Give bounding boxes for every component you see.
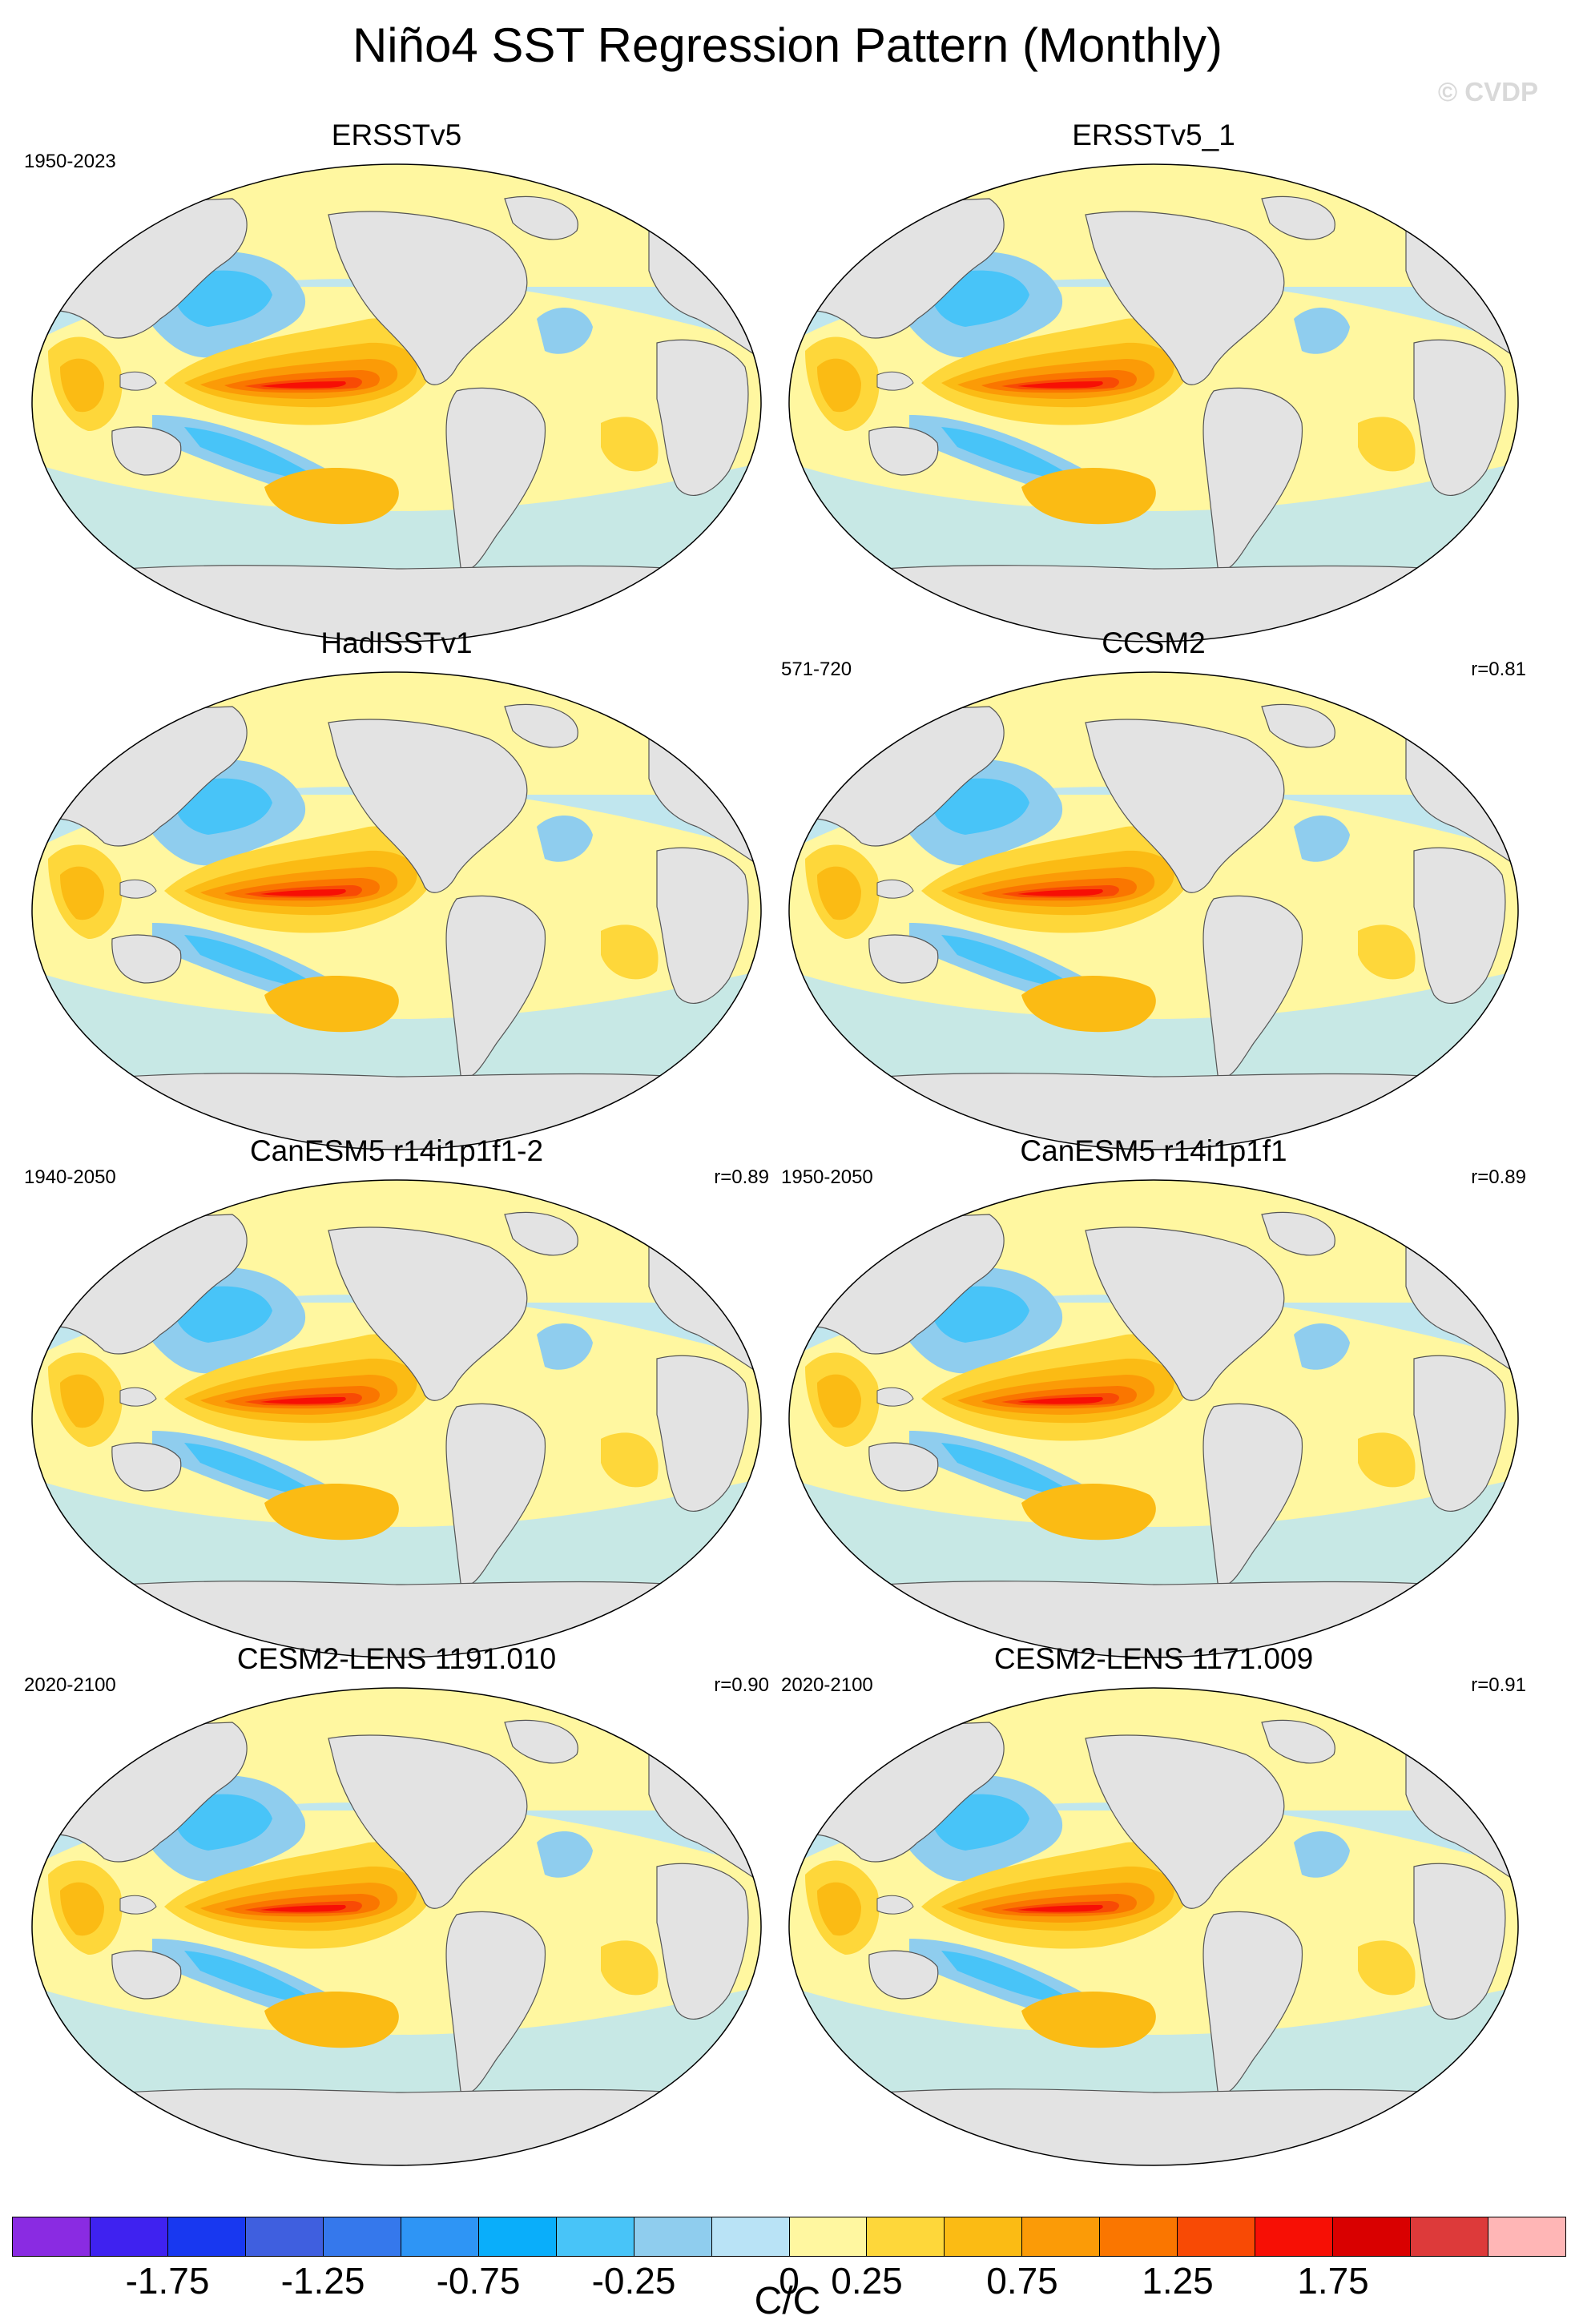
panel-correlation-label: r=0.81 — [1471, 659, 1526, 680]
panel-correlation-label: r=0.90 — [714, 1674, 769, 1696]
globe-outline — [31, 163, 762, 642]
globe-outline — [788, 671, 1519, 1150]
regression-map — [31, 163, 762, 642]
regression-map — [31, 1179, 762, 1658]
panel-correlation-label: r=0.89 — [1471, 1166, 1526, 1188]
colorbar-swatch — [13, 2217, 91, 2256]
panel-correlation-label: r=0.91 — [1471, 1674, 1526, 1696]
colorbar-swatch — [90, 2217, 168, 2256]
colorbar-tick-label: 0.75 — [986, 2260, 1058, 2302]
panel-correlation-label: r=0.89 — [714, 1166, 769, 1188]
regression-map — [31, 671, 762, 1150]
panel-period-label: 2020-2100 — [24, 1674, 116, 1696]
figure-title: Niño4 SST Regression Pattern (Monthly) — [352, 18, 1223, 72]
colorbar-swatch — [401, 2217, 479, 2256]
panel-title: ERSSTv5 — [331, 119, 462, 151]
colorbar — [12, 2217, 1566, 2257]
panel-title: CanESM5 r14i1p1f1 — [1020, 1134, 1287, 1167]
globe-outline — [31, 1179, 762, 1658]
globe-outline — [31, 1687, 762, 2166]
panel-period-label: 2020-2100 — [781, 1674, 873, 1696]
colorbar-tick-label: -1.75 — [125, 2260, 210, 2302]
globe-outline — [31, 671, 762, 1150]
colorbar-tick-label: 0.25 — [831, 2260, 903, 2302]
colorbar-swatch — [1100, 2217, 1178, 2256]
copyright-watermark: © CVDP — [1437, 77, 1538, 107]
panel-title: CESM2-LENS 1191.010 — [236, 1642, 557, 1675]
regression-map — [788, 1687, 1519, 2166]
colorbar-swatch — [945, 2217, 1023, 2256]
panel-period-label: 1950-2050 — [781, 1166, 873, 1188]
colorbar-tick-label: 1.25 — [1142, 2260, 1214, 2302]
colorbar-tick-label: -0.75 — [436, 2260, 521, 2302]
globe-outline — [788, 1687, 1519, 2166]
panel-period-label: 571-720 — [781, 659, 852, 680]
colorbar-units: C/C — [754, 2280, 821, 2322]
regression-map — [788, 671, 1519, 1150]
globe-outline — [788, 1179, 1519, 1658]
panel-title: ERSSTv5_1 — [1072, 119, 1235, 151]
map-panel: CESM2-LENS 1171.009 2020-2100 r=0.91 — [781, 1642, 1526, 2171]
panel-title: CCSM2 — [1102, 626, 1206, 659]
colorbar-swatch — [1333, 2217, 1412, 2256]
colorbar-swatch — [711, 2217, 790, 2256]
colorbar-swatch — [478, 2217, 557, 2256]
colorbar-swatch — [167, 2217, 246, 2256]
colorbar-swatch — [323, 2217, 401, 2256]
colorbar-swatch — [1411, 2217, 1489, 2256]
regression-map — [788, 163, 1519, 642]
map-panel: HadISSTv1 — [24, 626, 769, 1155]
map-panel: CESM2-LENS 1191.010 2020-2100 r=0.90 — [24, 1642, 769, 2171]
colorbar-swatch — [245, 2217, 324, 2256]
colorbar-swatch — [1255, 2217, 1334, 2256]
map-panel: CanESM5 r14i1p1f1-2 1940-2050 r=0.89 — [24, 1134, 769, 1663]
colorbar-swatch — [556, 2217, 634, 2256]
colorbar-tick-labels: -1.75 -1.25 -0.75 -0.25 0 0.25 0.75 1.25 1.75 — [12, 2259, 1566, 2307]
regression-map — [31, 1687, 762, 2166]
globe-outline — [788, 163, 1519, 642]
colorbar-swatch — [789, 2217, 868, 2256]
panel-title: CanESM5 r14i1p1f1-2 — [249, 1134, 544, 1167]
colorbar-tick-label: 0 — [779, 2260, 800, 2302]
colorbar-swatch — [1022, 2217, 1101, 2256]
colorbar-tick-label: 1.75 — [1297, 2260, 1369, 2302]
panel-period-label: 1940-2050 — [24, 1166, 116, 1188]
map-panel: ERSSTv5_1 — [781, 119, 1526, 647]
panel-period-label: 1950-2023 — [24, 151, 116, 172]
colorbar-tick-label: -1.25 — [280, 2260, 365, 2302]
colorbar-swatch — [1488, 2217, 1566, 2256]
map-panel: ERSSTv5 1950-2023 — [24, 119, 769, 647]
colorbar-swatch — [634, 2217, 712, 2256]
panel-title: HadISSTv1 — [320, 626, 473, 659]
panel-title: CESM2-LENS 1171.009 — [993, 1642, 1314, 1675]
regression-map — [788, 1179, 1519, 1658]
map-panel: CCSM2 571-720 r=0.81 — [781, 626, 1526, 1155]
map-panel: CanESM5 r14i1p1f1 1950-2050 r=0.89 — [781, 1134, 1526, 1663]
colorbar-swatch — [1178, 2217, 1256, 2256]
colorbar-swatch — [867, 2217, 945, 2256]
colorbar-tick-label: -0.25 — [591, 2260, 676, 2302]
